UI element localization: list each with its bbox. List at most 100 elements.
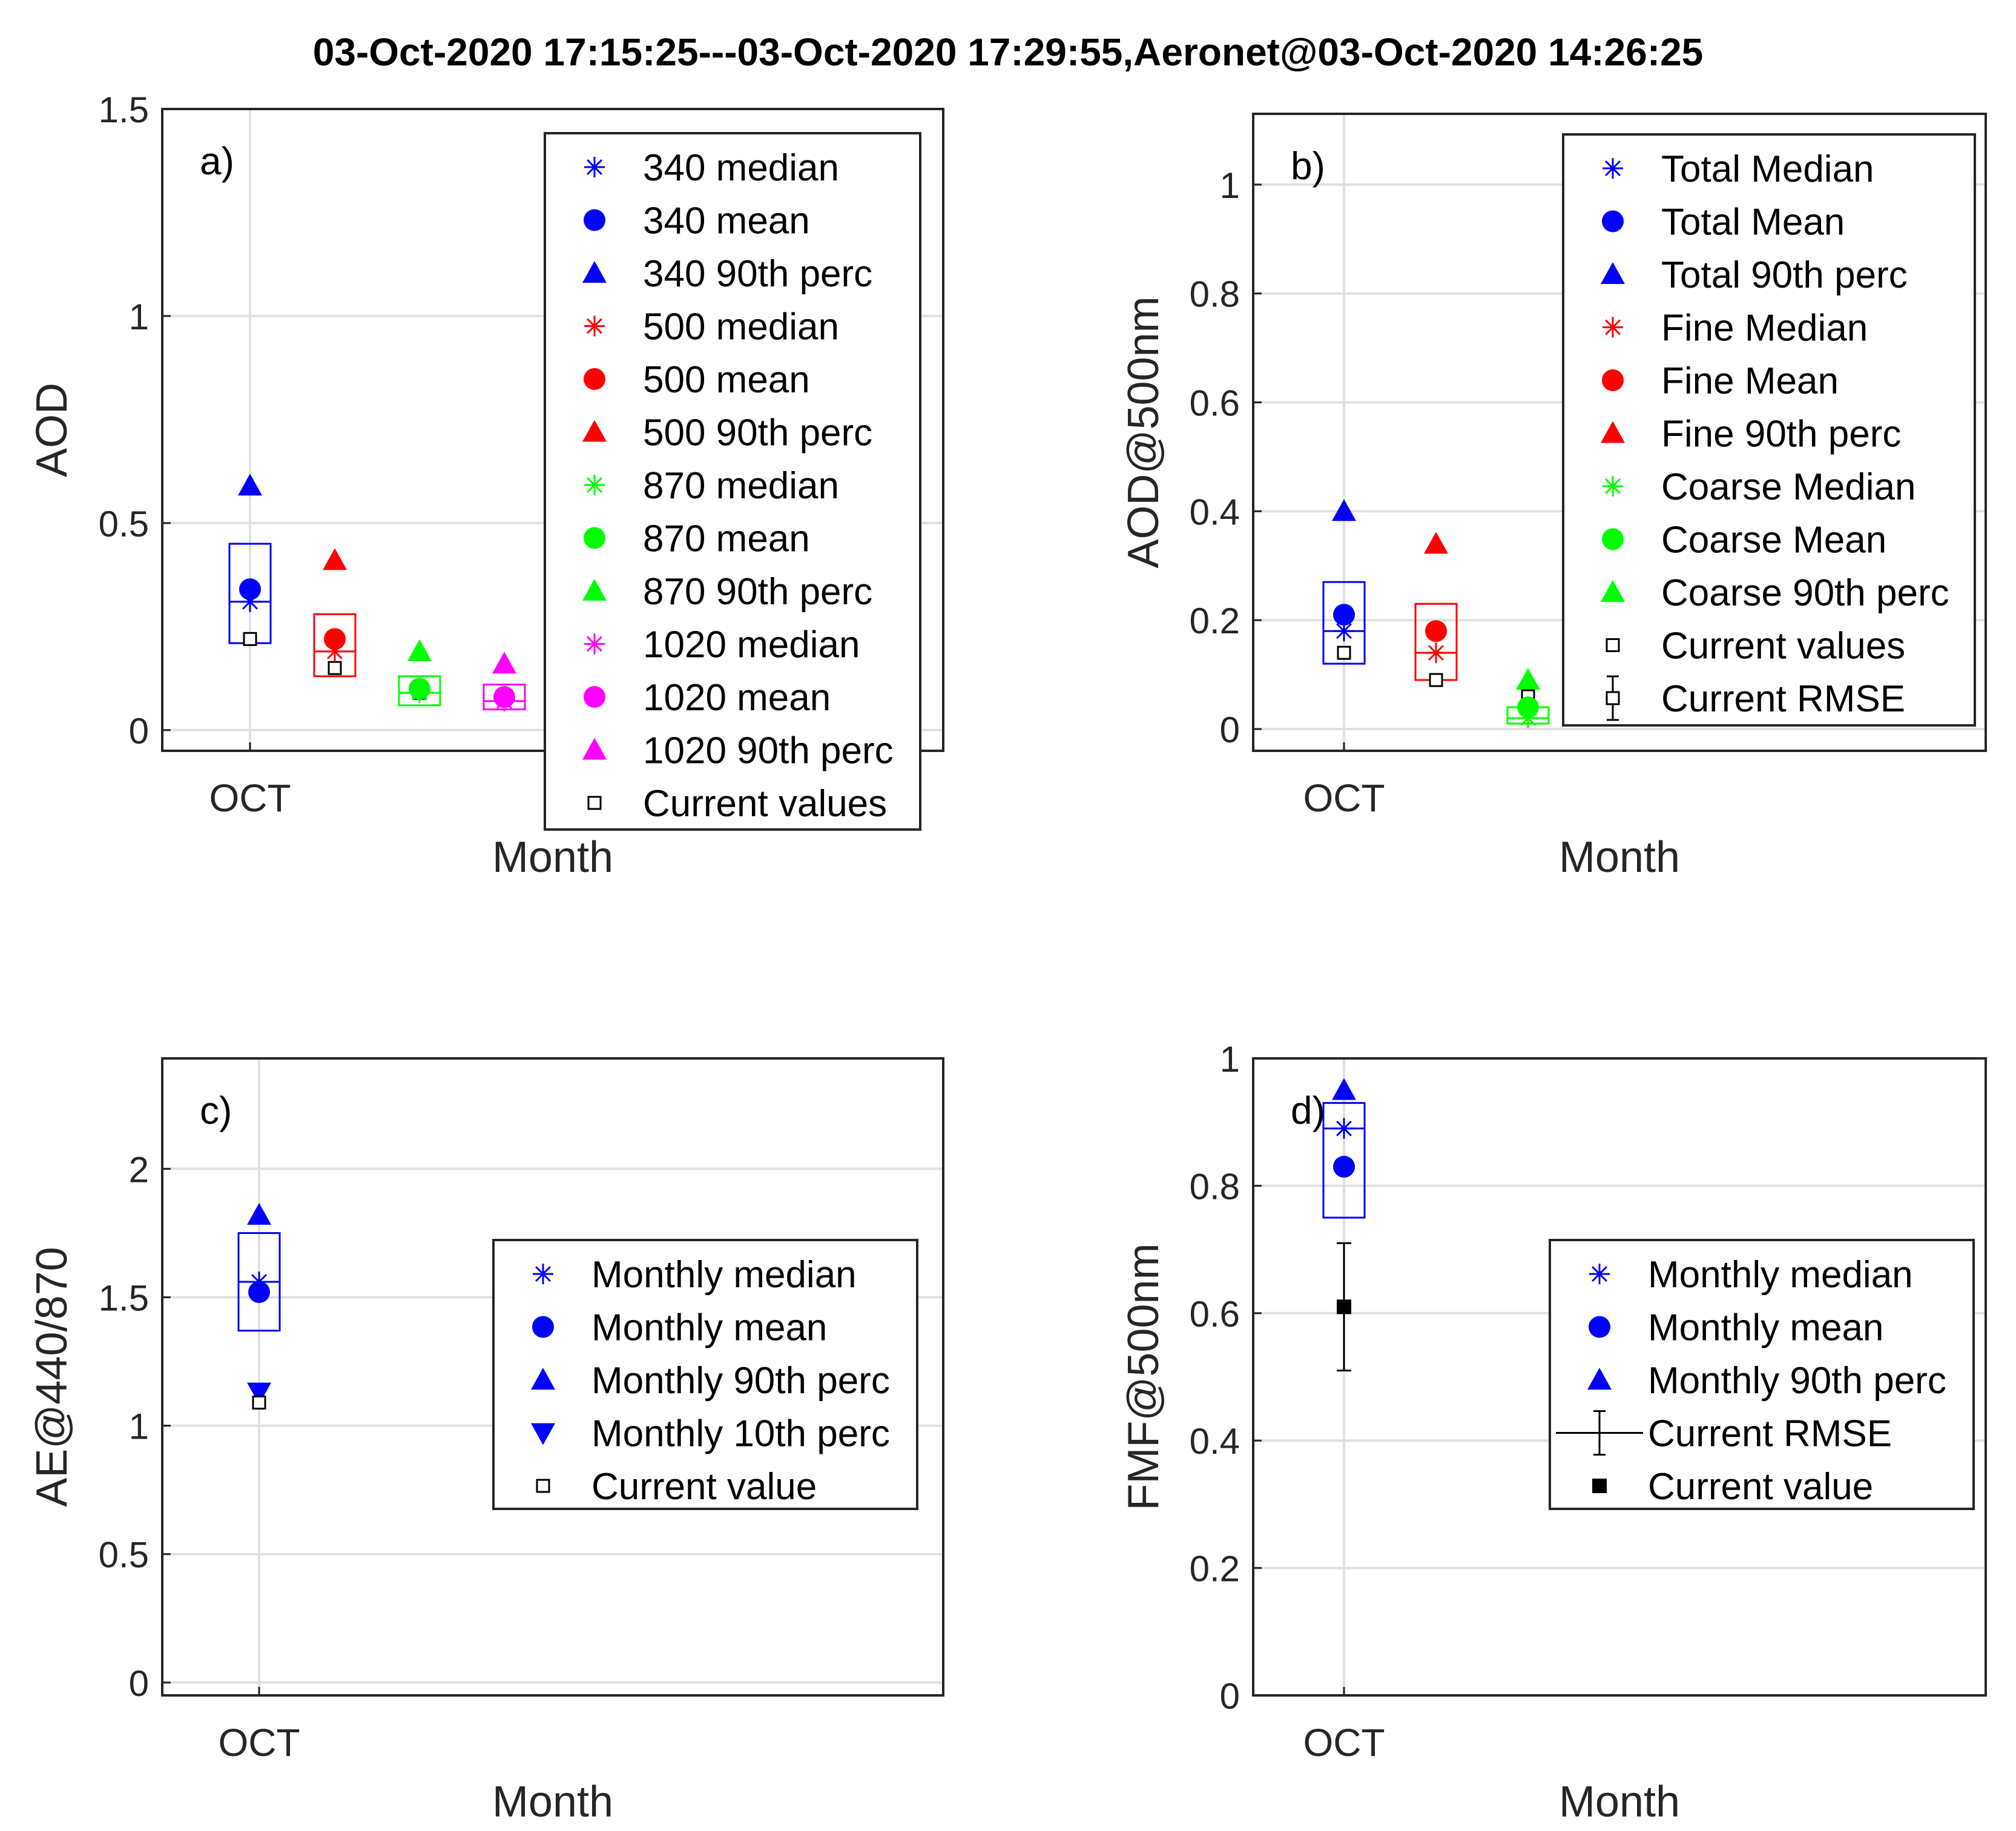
legend-item: Total Mean (1602, 202, 1845, 243)
x-axis-label: Month (1559, 1778, 1680, 1826)
legend-label: Monthly median (1648, 1254, 1913, 1296)
legend-label: Coarse Mean (1661, 520, 1886, 561)
legend-item: 870 mean (584, 518, 810, 560)
legend-label: Fine 90th perc (1661, 414, 1901, 455)
percentile-box (313, 613, 357, 678)
panel-label: a) (200, 139, 234, 183)
legend-marker-star (584, 633, 605, 655)
median-marker-stroke (327, 643, 343, 659)
legend-label: Fine Mean (1661, 360, 1839, 402)
y-tick-label: 0.8 (1190, 1166, 1240, 1207)
legend-item: Fine Mean (1602, 360, 1839, 402)
median-marker (1518, 708, 1538, 729)
legend-item: 340 90th perc (582, 253, 872, 295)
y-tick-label: 0 (129, 711, 149, 751)
legend-marker-circle (584, 686, 605, 708)
y-tick-label: 1 (1220, 1039, 1240, 1080)
y-axis-label: AE@440/870 (28, 1247, 76, 1506)
legend-item: 870 90th perc (582, 571, 872, 613)
median-marker-stroke (1428, 645, 1444, 661)
legend-marker-triangle-down (531, 1423, 555, 1445)
legend-marker-star (533, 1264, 553, 1284)
legend-marker-circle (532, 1316, 554, 1338)
y-tick-label: 0.8 (1190, 274, 1240, 315)
legend-item: 870 median (584, 465, 839, 507)
legend-marker-star (1603, 317, 1623, 338)
legend-marker-star-stroke (1605, 160, 1621, 176)
legend-marker-circle (584, 368, 605, 390)
legend-label: 1020 mean (643, 677, 831, 719)
legend-label: Coarse Median (1661, 466, 1916, 508)
legend-label: Monthly mean (1648, 1307, 1883, 1349)
legend-marker-triangle-up (582, 261, 607, 283)
legend-marker-triangle-up (531, 1368, 555, 1390)
legend-marker-star (1603, 158, 1623, 179)
legend-label: Current RMSE (1661, 678, 1905, 720)
legend-label: 340 mean (643, 200, 810, 242)
legend: Monthly median Monthly mean Monthly 90th p… (492, 1239, 918, 1510)
legend-label: 870 90th perc (643, 571, 872, 613)
legend-marker-square-filled (1592, 1479, 1607, 1493)
legend-marker-square-open (587, 796, 602, 810)
legend-marker-star-stroke (587, 318, 602, 334)
legend-marker-star (1589, 1264, 1610, 1284)
legend-item: 340 mean (584, 200, 810, 242)
legend-marker-triangle-up (1601, 580, 1625, 602)
legend-item: Coarse Median (1603, 466, 1916, 508)
legend-label: Total 90th perc (1661, 254, 1908, 296)
legend-marker-square-open (1606, 638, 1620, 652)
y-axis-label: AOD@500nm (1119, 296, 1168, 568)
legend-label: 340 90th perc (643, 253, 872, 295)
legend-item: Monthly 90th perc (531, 1360, 890, 1402)
legend-marker-star (584, 157, 605, 177)
y-tick-label: 1 (129, 1407, 149, 1447)
legend: 340 median 340 mean 340 90th perc 500 media… (544, 132, 921, 831)
median-marker-stroke (242, 593, 258, 610)
legend-marker-triangle-up (582, 420, 607, 442)
series-total (1322, 499, 1366, 665)
legend-item: Total 90th perc (1601, 254, 1908, 296)
median-marker (409, 682, 430, 704)
legend-label: Total Mean (1661, 202, 1845, 243)
legend-box (492, 1239, 918, 1510)
y-tick-label: 0.4 (1190, 1421, 1240, 1462)
y-axis-label: AOD (28, 383, 76, 477)
p90-marker (238, 473, 262, 496)
legend-label: Monthly 90th perc (591, 1360, 890, 1402)
current-value-marker (252, 1395, 266, 1410)
legend-marker-star-stroke (1592, 1266, 1607, 1282)
legend-item: 500 median (584, 306, 839, 348)
legend-label: 500 mean (643, 359, 810, 401)
current-value-marker (243, 632, 257, 646)
legend-box (1549, 1239, 1975, 1510)
median-marker-stroke (251, 1274, 267, 1290)
mean-marker (239, 578, 261, 601)
legend-label: Monthly 90th perc (1648, 1360, 1946, 1402)
x-axis-label: Month (1559, 833, 1680, 882)
legend-marker-circle (1602, 210, 1624, 233)
legend-label: Fine Median (1661, 308, 1868, 349)
legend-box (1562, 133, 1976, 727)
legend-label: 1020 90th perc (643, 730, 894, 772)
legend-marker-triangle-up (582, 579, 607, 601)
median-marker-stroke (1520, 710, 1536, 727)
legend-item: Monthly mean (532, 1307, 827, 1349)
legend-marker-triangle-up (1601, 262, 1625, 284)
legend-marker-star-stroke (1605, 478, 1621, 494)
mean-marker (1425, 620, 1447, 642)
legend-marker-errorbar-line (1556, 1410, 1643, 1456)
median-marker-stroke (496, 693, 512, 709)
series-870 (398, 639, 441, 707)
mean-marker (324, 628, 346, 650)
legend-label: Current value (1648, 1466, 1873, 1508)
y-tick-label: 0.2 (1190, 1549, 1240, 1589)
legend-marker-star-stroke (535, 1266, 551, 1282)
legend-item: Fine 90th perc (1601, 414, 1901, 455)
median-marker-stroke (1336, 1120, 1352, 1137)
legend-marker-star-stroke (587, 636, 602, 652)
legend-label: 500 median (643, 306, 839, 348)
y-tick-label: 0.5 (99, 504, 149, 544)
legend-label: 870 median (643, 465, 839, 507)
y-tick-label: 0.4 (1190, 492, 1240, 532)
